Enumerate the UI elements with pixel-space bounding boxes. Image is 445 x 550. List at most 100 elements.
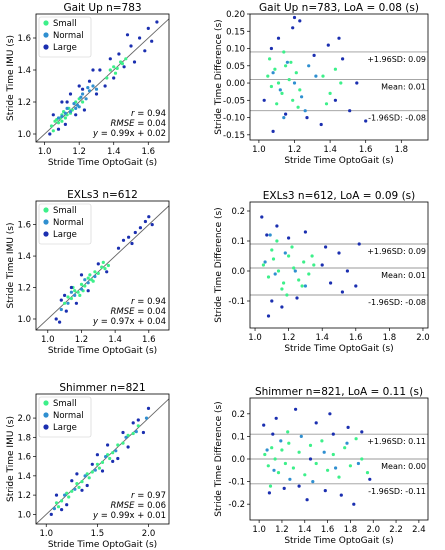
data-point-large bbox=[270, 299, 274, 303]
data-point-large bbox=[74, 113, 78, 117]
limit-label: +1.96SD: 0.11 bbox=[367, 437, 426, 446]
data-point-normal bbox=[272, 468, 276, 472]
data-point-large bbox=[60, 100, 64, 104]
y-tick-label: 1.0 bbox=[17, 130, 31, 140]
data-point-small bbox=[273, 457, 277, 461]
data-point-large bbox=[79, 273, 84, 277]
chart-title: Shimmer n=821 bbox=[59, 382, 145, 394]
data-point-small bbox=[266, 74, 270, 78]
data-point-normal bbox=[114, 449, 118, 453]
data-point-normal bbox=[86, 86, 90, 90]
data-point-small bbox=[263, 452, 267, 457]
data-point-small bbox=[298, 88, 302, 92]
data-point-large bbox=[319, 122, 323, 127]
y-tick-label: 0.00 bbox=[226, 79, 245, 89]
data-point-normal bbox=[265, 448, 269, 452]
data-point-small bbox=[266, 464, 270, 468]
data-point-large bbox=[305, 116, 309, 120]
x-tick-label: 2.0 bbox=[416, 333, 430, 343]
data-point-large bbox=[147, 215, 151, 219]
data-point-large bbox=[146, 406, 151, 410]
x-tick-label: 1.6 bbox=[349, 333, 363, 343]
y-tick-label: 0.2 bbox=[231, 207, 245, 217]
x-axis-label: Stride Time OptoGait (s) bbox=[48, 346, 157, 356]
limit-label: +1.96SD: 0.09 bbox=[367, 55, 426, 64]
chart-title: EXLs3 n=612, LoA = 0.09 (s) bbox=[263, 190, 415, 202]
data-point-normal bbox=[56, 116, 61, 120]
legend: Small Normal Large bbox=[38, 396, 92, 438]
x-tick-label: 1.0 bbox=[252, 145, 266, 155]
x-tick-label: 2.2 bbox=[389, 525, 403, 535]
x-tick-label: 1.6 bbox=[142, 335, 156, 345]
stat-line: RMSE = 0.04 bbox=[111, 307, 166, 317]
data-point-normal bbox=[73, 293, 77, 297]
data-point-small bbox=[284, 64, 288, 68]
x-axis-label: Stride Time OptoGait (s) bbox=[284, 156, 393, 166]
data-point-small bbox=[283, 461, 287, 466]
data-point-normal bbox=[79, 287, 84, 291]
data-point-large bbox=[131, 421, 135, 425]
data-point-large bbox=[339, 493, 343, 497]
legend-box bbox=[38, 16, 92, 58]
x-tick-label: 2.0 bbox=[366, 525, 380, 535]
data-point-normal bbox=[283, 251, 287, 255]
data-point-small bbox=[86, 276, 90, 280]
data-point-large bbox=[49, 512, 53, 517]
stat-line: RMSE = 0.04 bbox=[111, 119, 166, 129]
data-point-large bbox=[275, 224, 279, 228]
data-point-small bbox=[275, 102, 279, 106]
data-point-large bbox=[60, 508, 64, 512]
data-point-normal bbox=[134, 430, 138, 434]
x-tick-label: 1.8 bbox=[395, 145, 409, 155]
data-point-normal bbox=[263, 260, 267, 264]
data-point-small bbox=[108, 456, 112, 461]
data-point-small bbox=[96, 271, 100, 275]
data-point-small bbox=[331, 452, 335, 457]
data-point-small bbox=[321, 74, 325, 78]
panel-1-1: EXLs3 n=612, LoA = 0.09 (s) 1.0 1.2 1.4 1.6 1… bbox=[214, 190, 430, 354]
data-point-large bbox=[81, 87, 85, 91]
data-point-normal bbox=[81, 92, 85, 96]
limit-label: -1.96SD: -0.08 bbox=[368, 114, 426, 123]
data-point-small bbox=[287, 78, 291, 82]
data-point-small bbox=[337, 475, 341, 479]
limit-label: Mean: 0.01 bbox=[381, 83, 426, 92]
data-point-normal bbox=[79, 95, 83, 99]
data-point-small bbox=[289, 60, 293, 64]
data-point-normal bbox=[322, 450, 326, 454]
data-point-large bbox=[271, 432, 275, 436]
data-point-small bbox=[70, 489, 74, 493]
data-point-large bbox=[314, 421, 318, 425]
data-point-normal bbox=[300, 95, 304, 99]
data-point-large bbox=[312, 53, 316, 58]
data-point-small bbox=[294, 71, 298, 75]
y-tick-label: 0.0 bbox=[231, 267, 245, 277]
data-point-small bbox=[85, 472, 89, 476]
data-point-large bbox=[266, 314, 271, 318]
legend-marker-normal bbox=[43, 219, 49, 225]
data-point-normal bbox=[91, 84, 95, 88]
plot-frame bbox=[35, 13, 170, 143]
data-point-normal bbox=[279, 439, 283, 443]
data-point-small bbox=[87, 476, 91, 480]
data-point-large bbox=[150, 39, 154, 43]
data-point-small bbox=[290, 245, 294, 249]
data-point-small bbox=[77, 485, 81, 489]
data-point-large bbox=[295, 296, 299, 300]
stat-line: r = 0.97 bbox=[131, 491, 166, 501]
data-point-large bbox=[130, 241, 134, 246]
y-tick-label: 0.2 bbox=[231, 410, 245, 420]
data-point-small bbox=[287, 441, 291, 445]
data-point-small bbox=[120, 62, 124, 66]
legend-label-small: Small bbox=[53, 399, 77, 409]
data-point-small bbox=[73, 289, 77, 293]
x-tick-label: 1.8 bbox=[383, 333, 397, 343]
x-tick-label: 2.4 bbox=[412, 525, 426, 535]
data-point-small bbox=[296, 105, 300, 109]
data-point-large bbox=[58, 320, 62, 324]
data-point-small bbox=[276, 269, 281, 273]
data-point-small bbox=[268, 484, 273, 488]
x-tick-label: 1.2 bbox=[72, 147, 86, 157]
data-point-large bbox=[59, 298, 63, 302]
data-point-normal bbox=[66, 301, 70, 305]
